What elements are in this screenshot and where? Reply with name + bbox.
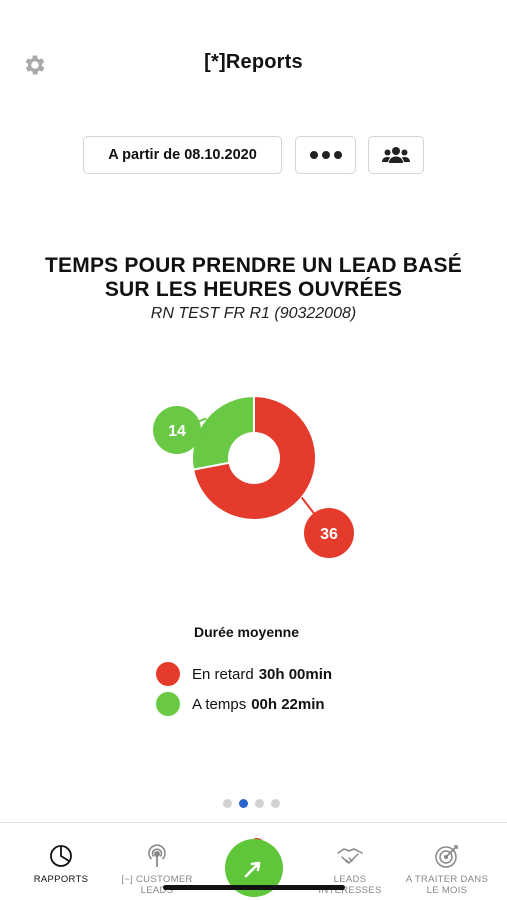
report-title-line1: TEMPS POUR PRENDRE UN LEAD BASÉ	[45, 254, 462, 277]
legend-value: 30h 00min	[258, 665, 333, 683]
filter-bar: A partir de 08.10.2020	[0, 136, 507, 176]
tab-bar: RAPPORTS [~] CUSTOMER LEADS 4 LEADS INTE…	[0, 822, 507, 900]
page-dot[interactable]	[271, 799, 280, 808]
arrow-icon	[244, 861, 261, 878]
page-dot[interactable]	[223, 799, 232, 808]
broadcast-icon	[143, 842, 171, 870]
page-indicator[interactable]	[223, 799, 280, 808]
legend-title: Durée moyenne	[193, 624, 300, 640]
tab-label: [~] CUSTOMER	[121, 874, 193, 885]
data-label: 36	[320, 526, 338, 543]
date-filter-button[interactable]: A partir de 08.10.2020	[83, 136, 282, 174]
legend-item-on-time: A temps 00h 22min	[156, 692, 325, 716]
tab-leads-interesses[interactable]: LEADS INTERESSES	[305, 823, 395, 900]
value-bubble	[153, 406, 201, 454]
ellipsis-icon	[309, 151, 342, 159]
more-options-button[interactable]	[295, 136, 356, 174]
header: [*]Reports	[0, 40, 507, 86]
report-subtitle: RN TEST FR R1 (90322008)	[150, 305, 357, 322]
tab-label: RAPPORTS	[33, 874, 89, 885]
handshake-icon	[336, 842, 364, 870]
group-filter-button[interactable]	[368, 136, 424, 174]
legend-dot-on-time	[156, 692, 180, 716]
legend-label: A temps	[192, 695, 247, 713]
tab-reports[interactable]: RAPPORTS	[28, 823, 94, 900]
legend-dot-late	[156, 662, 180, 686]
page-title: [*]Reports	[204, 51, 303, 73]
tab-customer-leads[interactable]: [~] CUSTOMER LEADS	[112, 823, 202, 900]
tab-label: LEADS	[333, 874, 367, 885]
tab-label: A TRAITER DANS	[405, 874, 489, 885]
tab-label: INTERESSES	[318, 885, 382, 896]
report-title: TEMPS POUR PRENDRE UN LEAD BASÉ SUR LES …	[0, 254, 507, 302]
home-indicator	[163, 885, 345, 890]
donut-slice-late[interactable]	[191, 394, 317, 521]
legend-value: 00h 22min	[251, 695, 325, 713]
value-bubble	[304, 508, 354, 558]
tab-label: LEADS	[140, 885, 174, 896]
reports-icon	[47, 842, 75, 870]
report-title-line2: SUR LES HEURES OUVRÉES	[104, 278, 403, 301]
page-dot-active[interactable]	[239, 799, 248, 808]
page-dot[interactable]	[255, 799, 264, 808]
group-users-icon	[382, 147, 410, 163]
donut-slice-on-time[interactable]	[191, 394, 255, 471]
target-icon	[433, 842, 461, 870]
legend: Durée moyenne En retard 30h 00min A temp…	[0, 624, 507, 716]
legend-label: En retard	[192, 665, 254, 683]
data-label: 14	[168, 423, 186, 440]
tab-a-traiter[interactable]: A TRAITER DANS LE MOIS	[400, 823, 494, 900]
donut-chart: 36 14	[153, 394, 354, 558]
legend-item-late: En retard 30h 00min	[156, 662, 332, 686]
gear-icon[interactable]	[22, 52, 48, 78]
tab-label: LE MOIS	[426, 885, 468, 896]
